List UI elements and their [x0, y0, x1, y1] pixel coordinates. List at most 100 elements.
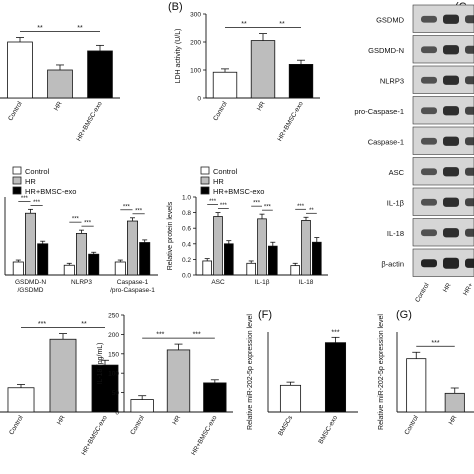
- x-tick-label: HR+BMSC-exo: [75, 100, 104, 142]
- blot-row: β-actin: [381, 248, 474, 277]
- x-tick-label: ASC: [211, 279, 225, 286]
- y-tick-label: 100: [190, 68, 201, 75]
- x-tick-label: GSDMD-N/GSDMD: [15, 279, 46, 294]
- significance-label: **: [309, 208, 314, 214]
- blot-label: NLRP3: [380, 76, 404, 85]
- blot-row: IL-18: [387, 218, 474, 247]
- significance-label: **: [77, 25, 83, 32]
- x-tick-label: HR: [53, 100, 64, 112]
- legend-swatch-hr-bmsc-exo: [12, 186, 22, 195]
- bar-3: [203, 382, 227, 413]
- bar-2: [257, 218, 267, 276]
- y-axis-label: Relative miR-202-5p expression level: [378, 314, 385, 430]
- blot-band: [465, 137, 474, 146]
- significance-label: **: [241, 21, 247, 28]
- legend-label-control: Control: [25, 167, 50, 176]
- legend-label-control: Control: [213, 167, 238, 176]
- legend-swatch-hr: [12, 176, 22, 185]
- blot-label: pro-Caspase-1: [354, 107, 404, 116]
- y-axis-label: Relative protein levels: [167, 201, 174, 270]
- bar-2: [301, 219, 311, 276]
- significance-label: ***: [209, 199, 217, 205]
- blot-band: [443, 106, 459, 116]
- bar-3: [223, 243, 234, 276]
- blot-band: [443, 45, 459, 55]
- bar-2: [49, 338, 77, 413]
- y-tick-label: 0: [115, 410, 119, 417]
- blot-band: [465, 106, 474, 115]
- x-tick-label: HR: [256, 100, 267, 112]
- blot-row: IL-1β: [387, 187, 474, 216]
- bar-1: [7, 41, 33, 99]
- x-tick-label: Control: [129, 414, 146, 436]
- bar-1: [130, 399, 154, 413]
- blot-band: [465, 45, 474, 54]
- blot-band: [465, 198, 474, 207]
- legend-label-hr: HR: [25, 177, 36, 186]
- blot-row: GSDMD-N: [368, 35, 474, 64]
- blot-band: [421, 198, 437, 206]
- y-tick-label: 200: [190, 40, 201, 47]
- blot-label: ASC: [389, 168, 405, 177]
- blot-label: GSDMD-N: [368, 46, 404, 55]
- significance-label: ***: [220, 203, 228, 209]
- bar-1: [279, 384, 302, 413]
- significance-label: ***: [21, 196, 29, 202]
- significance-label: **: [37, 25, 43, 32]
- blot-band: [465, 15, 474, 24]
- bar-1: [406, 358, 427, 413]
- panel-letter-g: (G): [396, 309, 412, 321]
- bar-3: [311, 241, 322, 276]
- blot-band: [443, 197, 459, 207]
- significance-label: ***: [297, 204, 305, 210]
- y-tick-label: 0.8: [182, 210, 191, 217]
- y-tick-label: 50: [112, 390, 120, 397]
- significance-label: ***: [84, 221, 92, 227]
- bar-3: [88, 253, 100, 276]
- significance-label: ***: [193, 332, 201, 339]
- x-tick-label: HR+BMSC-exo: [276, 100, 305, 142]
- y-tick-label: 0: [197, 96, 201, 103]
- panel-letter-f: (F): [258, 309, 272, 321]
- significance-label: ***: [38, 321, 46, 328]
- bar-2: [24, 212, 36, 276]
- chart-g: Relative miR-202-5p expression level Cont…: [378, 314, 474, 436]
- blot-band: [421, 137, 437, 145]
- blot-band: [443, 228, 459, 238]
- legend-panel-c: Control HR HR+BMSC-exo: [200, 166, 264, 196]
- legend-swatch-control: [12, 166, 22, 175]
- bar-3: [139, 242, 151, 276]
- blot-label: Caspase-1: [368, 137, 404, 146]
- blot-band: [465, 76, 474, 85]
- bar-2: [76, 232, 88, 276]
- significance-label: ***: [331, 329, 339, 336]
- significance-label: ***: [33, 200, 41, 206]
- chart-b: 0 100 200 300 LDH activity (U/L) Control HR HR+…: [175, 12, 320, 143]
- blot-band: [421, 107, 437, 115]
- blot-row: NLRP3: [380, 65, 474, 94]
- western-blot: GSDMD GSDMD-N NLRP3 pro-Caspase-1 Caspase-1 A…: [354, 4, 474, 304]
- blot-band: [443, 14, 459, 24]
- y-tick-label: 0.4: [182, 241, 191, 248]
- blot-band: [465, 258, 474, 268]
- bar-2: [47, 69, 73, 99]
- bar-3: [267, 245, 278, 276]
- blot-label: IL-18: [387, 229, 404, 238]
- blot-band: [421, 168, 437, 176]
- y-tick-label: 250: [108, 313, 119, 320]
- y-axis-label: LDH activity (U/L): [175, 29, 182, 84]
- significance-label: ***: [135, 208, 143, 214]
- bar-1: [63, 264, 75, 276]
- significance-label: **: [81, 321, 87, 328]
- blot-label: IL-1β: [387, 198, 405, 207]
- legend-swatch-hr-bmsc-exo: [200, 186, 210, 195]
- chart-d: Control HR HR+BMSC-exo*** **: [0, 321, 126, 457]
- blot-band: [443, 167, 459, 177]
- y-tick-label: 1.0: [182, 195, 191, 202]
- bar-2: [444, 392, 465, 413]
- x-tick-label: BMSC-exo: [317, 414, 339, 445]
- significance-label: ***: [431, 340, 439, 347]
- significance-label: **: [279, 21, 285, 28]
- x-tick-label: Control: [403, 414, 420, 436]
